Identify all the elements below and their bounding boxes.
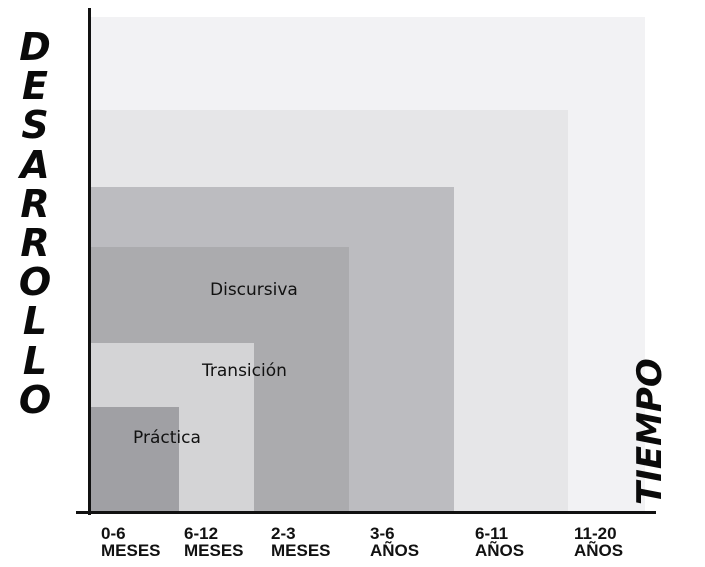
y-axis-letter: L	[22, 299, 48, 344]
tick-label-unit: MESES	[101, 541, 161, 560]
tick-label: 6-12 MESES	[184, 525, 244, 559]
x-axis-title: TIEMPO	[630, 358, 670, 505]
y-axis-letter: R	[20, 220, 50, 265]
y-axis-letter: E	[22, 64, 48, 109]
y-axis-letter: O	[18, 377, 52, 422]
y-axis-letter: S	[21, 103, 49, 148]
stage-rect-0-6-months	[90, 407, 179, 511]
tick-label-unit: AÑOS	[574, 541, 624, 560]
tick-label-range: 11-20	[574, 524, 617, 543]
tick-label: 6-11 AÑOS	[475, 525, 524, 559]
y-axis-letter: A	[20, 142, 50, 187]
tick-label-unit: MESES	[271, 541, 331, 560]
tick-label: 2-3 MESES	[271, 525, 331, 559]
y-axis-letter: O	[18, 260, 52, 305]
y-axis-line	[88, 8, 91, 515]
tick-label-range: 3-6	[370, 524, 395, 543]
y-axis-letter: D	[19, 25, 51, 69]
tick-label: 0-6 MESES	[101, 525, 161, 559]
region-label-practica: Práctica	[133, 428, 201, 448]
tick-label-range: 6-12	[184, 524, 219, 543]
y-axis-title: D E S A R R O L L O	[10, 25, 60, 422]
tick-label: 11-20 AÑOS	[574, 525, 623, 559]
x-axis-line	[76, 511, 656, 514]
y-axis-letter: R	[20, 181, 50, 226]
tick-label-unit: AÑOS	[370, 541, 420, 560]
region-label-transicion: Transición	[202, 361, 287, 381]
tick-label: 3-6 AÑOS	[370, 525, 419, 559]
tick-label-unit: MESES	[184, 541, 244, 560]
tick-label-unit: AÑOS	[475, 541, 525, 560]
tick-label-range: 6-11	[475, 524, 509, 543]
tick-label-range: 0-6	[101, 524, 126, 543]
tick-label-range: 2-3	[271, 524, 296, 543]
y-axis-letter: L	[22, 338, 48, 383]
region-label-discursiva: Discursiva	[210, 280, 298, 300]
